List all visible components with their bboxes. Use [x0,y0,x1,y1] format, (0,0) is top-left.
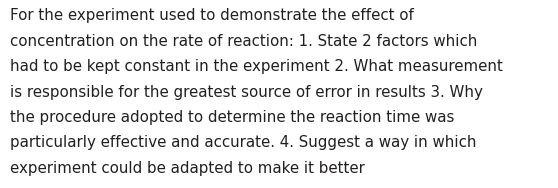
Text: had to be kept constant in the experiment 2. What measurement: had to be kept constant in the experimen… [10,59,503,74]
Text: the procedure adopted to determine the reaction time was: the procedure adopted to determine the r… [10,110,454,125]
Text: concentration on the rate of reaction: 1. State 2 factors which: concentration on the rate of reaction: 1… [10,34,478,49]
Text: For the experiment used to demonstrate the effect of: For the experiment used to demonstrate t… [10,8,414,24]
Text: is responsible for the greatest source of error in results 3. Why: is responsible for the greatest source o… [10,85,483,100]
Text: particularly effective and accurate. 4. Suggest a way in which: particularly effective and accurate. 4. … [10,135,477,150]
Text: experiment could be adapted to make it better: experiment could be adapted to make it b… [10,161,365,176]
